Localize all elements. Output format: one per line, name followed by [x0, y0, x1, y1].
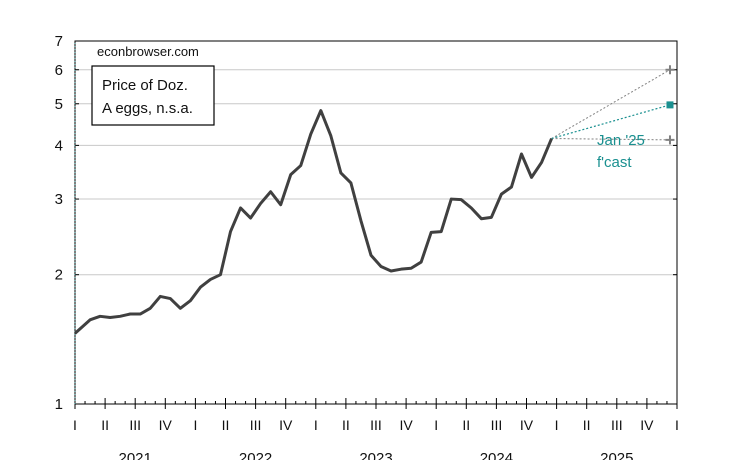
x-year-label: 2024	[480, 450, 513, 460]
x-year-label: 2022	[239, 450, 272, 460]
y-tick-label: 6	[55, 62, 63, 79]
x-quarter-label: IV	[399, 417, 413, 433]
forecast-label-line-1: Jan '25	[597, 132, 645, 149]
y-tick-label: 7	[55, 33, 63, 50]
legend-box	[91, 65, 215, 126]
x-year-label: 2025	[600, 450, 633, 460]
series-group	[73, 109, 553, 335]
x-year-label: 2021	[119, 450, 152, 460]
series-line	[73, 109, 553, 335]
x-quarter-label: I	[73, 417, 77, 433]
x-quarter-label: II	[101, 417, 109, 433]
x-year-label: 2023	[359, 450, 392, 460]
x-quarter-label: IV	[520, 417, 534, 433]
y-tick-label: 1	[55, 396, 63, 413]
forecast-upper-line	[551, 69, 671, 139]
x-quarter-label: II	[342, 417, 350, 433]
y-tick-label: 5	[55, 96, 63, 113]
forecast-central-line	[551, 104, 671, 140]
x-quarter-label: I	[193, 417, 197, 433]
x-quarter-label: II	[462, 417, 470, 433]
forecast-label-line-2: f'cast	[597, 154, 632, 171]
x-quarter-label: I	[434, 417, 438, 433]
x-quarter-label: III	[370, 417, 382, 433]
x-quarter-label: III	[611, 417, 623, 433]
x-quarter-label: IV	[279, 417, 293, 433]
x-quarter-label: IV	[640, 417, 654, 433]
x-quarter-label: I	[555, 417, 559, 433]
x-quarter-label: I	[314, 417, 318, 433]
x-quarter-label: III	[250, 417, 262, 433]
watermark: econbrowser.com	[97, 44, 199, 59]
forecast-group	[551, 65, 675, 145]
legend-line-1: Price of Doz.	[102, 77, 188, 94]
y-tick-label: 4	[55, 137, 63, 154]
forecast-central-marker	[666, 101, 674, 109]
x-quarter-label: IV	[159, 417, 173, 433]
x-quarter-label: III	[129, 417, 141, 433]
y-tick-label: 2	[55, 267, 63, 284]
x-quarter-label: II	[222, 417, 230, 433]
y-tick-label: 3	[55, 191, 63, 208]
x-quarter-label: III	[491, 417, 503, 433]
x-quarter-label: I	[675, 417, 679, 433]
legend: Price of Doz. A eggs, n.s.a.	[91, 65, 215, 126]
legend-line-2: A eggs, n.s.a.	[102, 100, 193, 117]
x-quarter-label: II	[583, 417, 591, 433]
